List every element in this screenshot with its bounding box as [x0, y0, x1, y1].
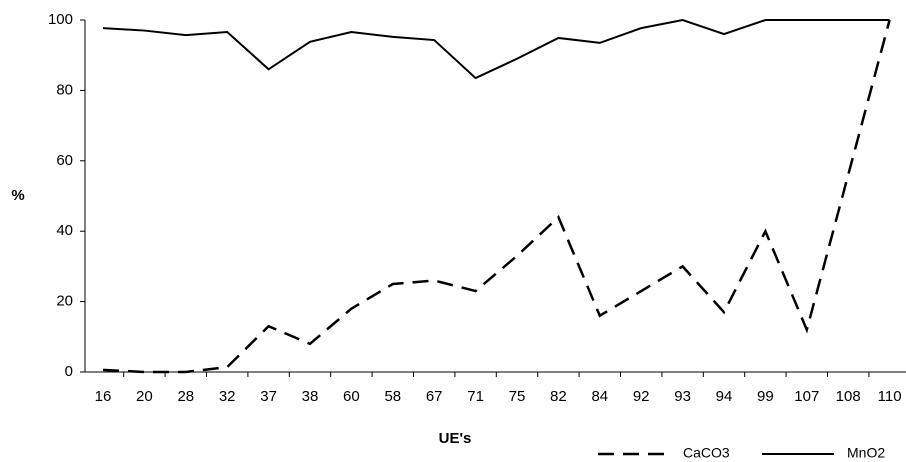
y-tick-label: 40 [56, 222, 73, 239]
x-tick-label: 93 [674, 388, 691, 405]
x-tick-label: 60 [343, 388, 360, 405]
y-tick-label: 100 [48, 11, 73, 28]
x-tick-label: 71 [467, 388, 484, 405]
y-tick-label: 20 [56, 293, 73, 310]
y-tick-label: 0 [65, 363, 73, 380]
y-axis-label: % [11, 187, 24, 204]
x-tick-label: 37 [260, 388, 277, 405]
x-tick-label: 32 [219, 388, 236, 405]
x-tick-label: 84 [591, 388, 608, 405]
series-line [102, 19, 891, 374]
x-tick-label: 75 [509, 388, 526, 405]
x-tick-label: 92 [633, 388, 650, 405]
x-tick-label: 108 [836, 388, 861, 405]
x-tick-label: 110 [878, 388, 902, 405]
legend-label: CaCO3 [683, 445, 730, 461]
x-tick-label: 58 [384, 388, 401, 405]
x-tick-label: 82 [550, 388, 567, 405]
x-tick-label: 67 [426, 388, 443, 405]
y-tick-label: 60 [56, 152, 73, 169]
series-line [102, 18, 890, 80]
x-tick-label: 99 [757, 388, 774, 405]
x-tick-label: 107 [794, 388, 819, 405]
x-axis-label: UE's [439, 430, 472, 447]
x-tick-label: 16 [95, 388, 112, 405]
x-tick-label: 38 [302, 388, 319, 405]
x-tick-label: 20 [136, 388, 153, 405]
legend-label: MnO2 [847, 445, 885, 461]
y-tick-label: 80 [56, 81, 73, 98]
x-tick-label: 94 [716, 388, 733, 405]
x-tick-label: 28 [177, 388, 194, 405]
